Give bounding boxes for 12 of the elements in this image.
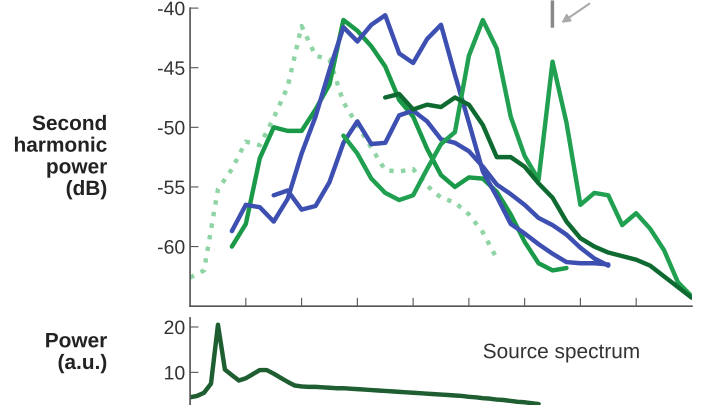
y-axis-title: Second harmonic power (dB) (14, 114, 107, 200)
y-tick-label: 10 (165, 366, 184, 380)
annotation: Source spectrum (484, 344, 639, 362)
y-tick-label: -50 (158, 120, 184, 135)
line-series (383, 92, 692, 300)
y-tick-label: -45 (158, 61, 184, 75)
line-series (190, 24, 499, 280)
y-axis-title: Power (a.u.) (46, 332, 107, 374)
y-tick-label: -40 (158, 2, 184, 16)
y-tick-label: -55 (158, 180, 184, 194)
y-tick-label: 20 (164, 320, 184, 334)
y-tick-label: -60 (158, 240, 184, 254)
